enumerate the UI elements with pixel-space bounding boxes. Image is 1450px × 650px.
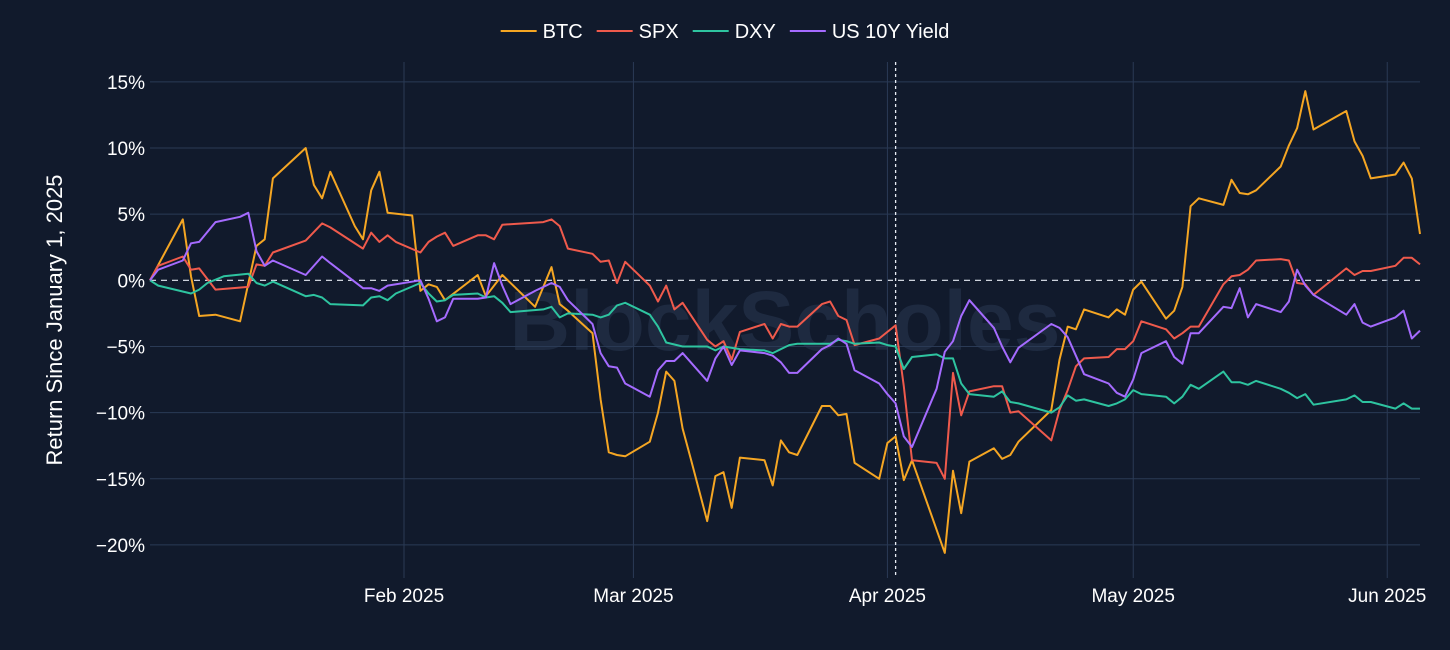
watermark-text: BlockScholes <box>510 274 1061 368</box>
series-line-btc <box>149 90 1421 554</box>
series-line-us-10y-yield <box>149 211 1421 448</box>
legend-label: US 10Y Yield <box>832 21 950 43</box>
legend-label: DXY <box>735 21 776 43</box>
grid-layer <box>150 62 1420 578</box>
legend-item-spx[interactable]: SPX <box>596 21 679 43</box>
x-tick-label: Mar 2025 <box>593 586 673 607</box>
y-tick-label: −15% <box>96 470 145 491</box>
legend-item-dxy[interactable]: DXY <box>692 21 776 43</box>
legend[interactable]: BTC SPX DXY US 10Y Yield <box>500 21 950 43</box>
x-tick-label: Feb 2025 <box>364 586 444 607</box>
series-line-dxy <box>149 272 1420 414</box>
y-tick-label: −20% <box>96 536 145 557</box>
y-tick-label: 0% <box>118 271 146 292</box>
series-line-spx <box>149 218 1421 480</box>
series-layer <box>149 90 1421 554</box>
legend-label: BTC <box>543 21 583 43</box>
x-tick-label: Apr 2025 <box>849 586 926 607</box>
y-axis-label: Return Since January 1, 2025 <box>42 174 67 465</box>
x-tick-label: Jun 2025 <box>1348 586 1426 607</box>
legend-item-btc[interactable]: BTC <box>500 21 583 43</box>
x-axis-ticks: Feb 2025 Mar 2025 Apr 2025 May 2025 Jun 2025 <box>364 586 1426 607</box>
y-tick-label: 15% <box>107 73 145 94</box>
y-axis-ticks: 15% 10% 5% 0% −5% −10% −15% −20% <box>96 73 145 557</box>
legend-item-us-10y-yield[interactable]: US 10Y Yield <box>789 21 950 43</box>
x-tick-label: May 2025 <box>1091 586 1174 607</box>
y-tick-label: −10% <box>96 404 145 425</box>
y-tick-label: −5% <box>106 337 145 358</box>
y-tick-label: 5% <box>118 205 146 226</box>
y-tick-label: 10% <box>107 139 145 160</box>
legend-label: SPX <box>639 21 679 43</box>
